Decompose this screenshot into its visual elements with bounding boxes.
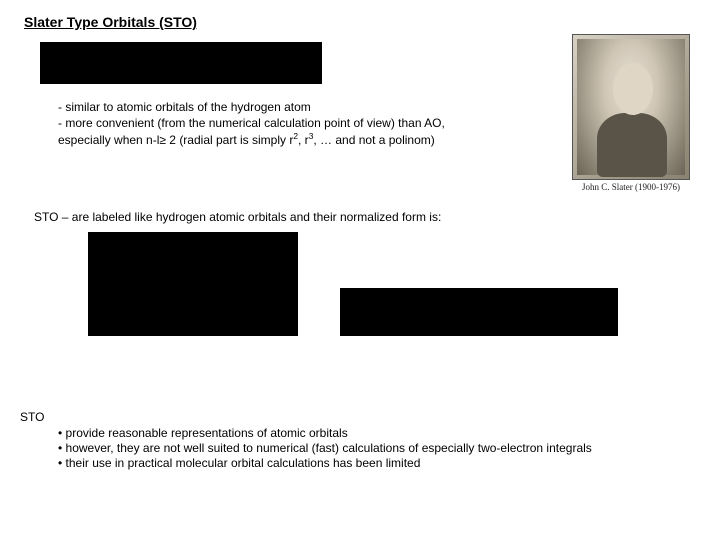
formula-block-1 bbox=[40, 42, 322, 84]
portrait-body bbox=[597, 113, 667, 177]
sto-bullets: • provide reasonable representations of … bbox=[58, 426, 592, 471]
note-line-2: - more convenient (from the numerical ca… bbox=[58, 116, 445, 132]
sto-bullet-2: • however, they are not well suited to n… bbox=[58, 441, 592, 456]
note-line-1: - similar to atomic orbitals of the hydr… bbox=[58, 100, 445, 116]
formula-block-3 bbox=[340, 288, 618, 336]
slide-root: Slater Type Orbitals (STO) - similar to … bbox=[0, 0, 720, 540]
note-line-3: especially when n-l≥ 2 (radial part is s… bbox=[58, 131, 445, 149]
slater-portrait bbox=[572, 34, 690, 180]
sto-label-line: STO – are labeled like hydrogen atomic o… bbox=[34, 210, 441, 224]
sto-section-heading: STO bbox=[20, 410, 44, 424]
portrait-caption: John C. Slater (1900-1976) bbox=[566, 182, 696, 192]
portrait-head bbox=[613, 63, 653, 115]
sto-bullet-3: • their use in practical molecular orbit… bbox=[58, 456, 592, 471]
sto-bullet-1: • provide reasonable representations of … bbox=[58, 426, 592, 441]
page-title: Slater Type Orbitals (STO) bbox=[24, 14, 197, 30]
note-l3-b: , r bbox=[298, 133, 309, 147]
note-properties: - similar to atomic orbitals of the hydr… bbox=[58, 100, 445, 149]
formula-block-2 bbox=[88, 232, 298, 336]
note-l3-a: especially when n-l≥ 2 (radial part is s… bbox=[58, 133, 293, 147]
note-l3-c: , … and not a polinom) bbox=[313, 133, 434, 147]
